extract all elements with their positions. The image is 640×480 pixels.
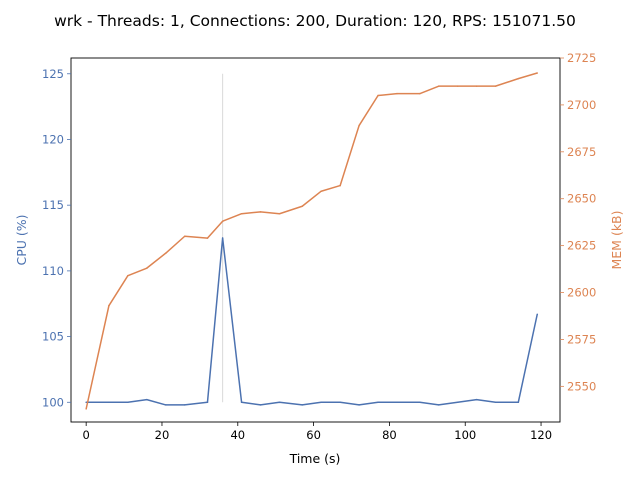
y-left-tick-label: 100 — [42, 395, 64, 409]
mem-data-point — [146, 267, 148, 269]
y-right-tick-label: 2600 — [567, 286, 596, 300]
mem-data-point — [183, 235, 186, 237]
mem-data-point — [396, 92, 398, 95]
cpu-data-point — [183, 404, 186, 406]
y-right-tick-label: 2675 — [567, 145, 596, 159]
cpu-data-point — [221, 237, 224, 239]
plot-frame — [70, 57, 561, 423]
mem-data-point — [221, 220, 224, 222]
cpu-data-point — [206, 401, 209, 404]
y-right-tick-label: 2575 — [567, 332, 596, 346]
cpu-data-point — [437, 404, 440, 406]
mem-data-point — [85, 408, 87, 410]
x-tick-label: 100 — [454, 428, 476, 442]
mem-data-point — [301, 205, 303, 207]
chart-title: wrk - Threads: 1, Connections: 200, Dura… — [54, 12, 576, 30]
mem-data-point — [320, 190, 322, 192]
mem-data-point — [165, 252, 167, 254]
cpu-data-point — [456, 401, 459, 404]
cpu-data-point — [358, 404, 360, 406]
cpu-data-point — [165, 404, 167, 406]
x-tick-label: 0 — [82, 428, 89, 442]
cpu-data-point — [536, 313, 539, 315]
x-axis-label: Time (s) — [289, 451, 341, 466]
y-right-tick-label: 2625 — [567, 239, 596, 253]
cpu-data-point — [320, 401, 322, 404]
y-axis-label-right: MEM (kB) — [609, 210, 624, 269]
x-tick-label: 20 — [155, 428, 170, 442]
cpu-data-point — [127, 401, 129, 404]
cpu-data-point — [259, 404, 262, 406]
cpu-data-point — [475, 398, 478, 401]
mem-data-point — [240, 212, 243, 215]
mem-data-point — [127, 274, 129, 277]
mem-data-point — [517, 77, 520, 80]
mem-data-point — [377, 94, 379, 97]
mem-data-point — [418, 92, 421, 95]
cpu-data-point — [301, 404, 303, 406]
y-left-tick-label: 110 — [42, 264, 64, 278]
cpu-data-point — [339, 401, 341, 404]
cpu-data-point — [494, 401, 497, 404]
cpu-data-point — [85, 401, 87, 404]
cpu-data-point — [517, 401, 520, 404]
mem-data-point — [475, 85, 478, 87]
y-left-tick-label: 120 — [42, 132, 64, 146]
mem-data-point — [259, 211, 262, 213]
cpu-data-point — [396, 401, 398, 404]
mem-data-point — [437, 85, 440, 87]
axes: 0 20 40 60 80 100 120 100 105 110 115 120 125 2550 257… — [42, 51, 596, 442]
y-right-tick-label: 2650 — [567, 192, 596, 206]
y-right-tick-label: 2700 — [567, 98, 596, 112]
mem-data-point — [494, 85, 497, 87]
mem-series-line — [85, 72, 538, 410]
cpu-data-point — [108, 401, 110, 404]
cpu-data-point — [377, 401, 379, 404]
mem-data-point — [536, 72, 539, 74]
mem-data-point — [108, 304, 110, 307]
x-tick-label: 120 — [530, 428, 552, 442]
mem-data-point — [278, 212, 281, 215]
y-right-tick-label: 2725 — [567, 51, 596, 65]
plot-area — [85, 72, 539, 410]
mem-data-point — [339, 184, 341, 187]
cpu-data-point — [418, 401, 421, 404]
x-tick-label: 80 — [382, 428, 397, 442]
mem-data-point — [206, 237, 209, 239]
y-right-tick-label: 2550 — [567, 379, 596, 393]
mem-data-point — [456, 85, 459, 87]
y-axis-label-left: CPU (%) — [14, 214, 29, 265]
y-left-tick-label: 115 — [42, 198, 64, 212]
cpu-data-point — [146, 398, 148, 401]
y-left-tick-label: 125 — [42, 67, 64, 81]
cpu-data-point — [278, 401, 281, 404]
mem-data-point — [358, 124, 360, 127]
y-left-tick-label: 105 — [42, 330, 64, 344]
x-tick-label: 40 — [230, 428, 245, 442]
cpu-data-point — [240, 401, 243, 404]
cpu-series-line — [86, 237, 538, 406]
x-tick-label: 60 — [306, 428, 321, 442]
